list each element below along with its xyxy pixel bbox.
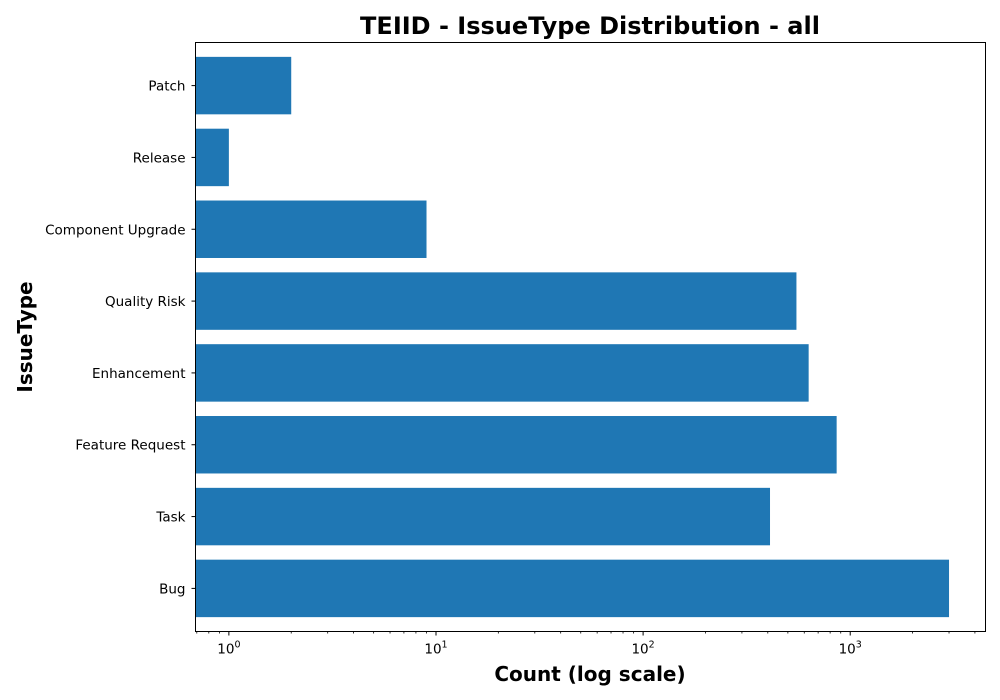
bar-patch (196, 57, 292, 114)
y-axis-label: IssueType (13, 281, 37, 392)
y-tick-label: Release (133, 150, 186, 166)
bar-task (196, 488, 771, 545)
bar-release (196, 129, 229, 186)
y-axis: Bug Task Feature Request Enhancement Quality… (45, 79, 195, 598)
bar-enhancement (196, 344, 809, 401)
x-tick-label: 103 (839, 640, 862, 658)
y-tick-label: Enhancement (92, 366, 186, 382)
x-tick-label: 100 (217, 640, 240, 658)
y-tick-label: Patch (148, 79, 185, 95)
y-tick-label: Quality Risk (105, 294, 186, 310)
bar-bug (196, 560, 950, 617)
bar-quality-risk (196, 272, 797, 329)
x-tick-label: 102 (631, 640, 654, 658)
x-tick-label: 101 (424, 640, 447, 658)
x-axis-label: Count (log scale) (494, 662, 685, 686)
bar-feature-request (196, 416, 837, 473)
y-tick-label: Bug (159, 581, 185, 597)
x-axis: 100 101 102 103 (197, 632, 975, 658)
bars-group (196, 57, 950, 617)
chart-title: TEIID - IssueType Distribution - all (360, 12, 820, 40)
bar-component-upgrade (196, 201, 427, 258)
y-tick-label: Task (155, 510, 185, 526)
y-tick-label: Component Upgrade (45, 222, 185, 238)
y-tick-label: Feature Request (75, 438, 185, 454)
